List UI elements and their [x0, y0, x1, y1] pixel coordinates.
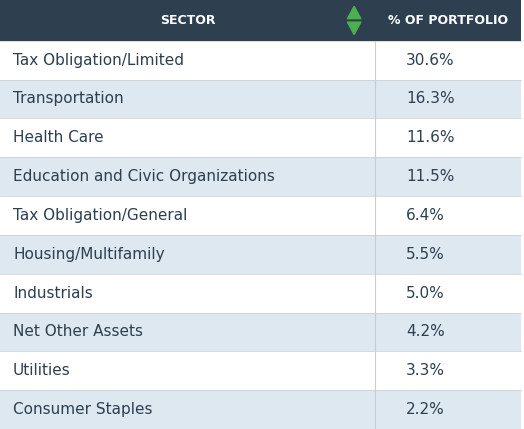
- Polygon shape: [347, 22, 361, 34]
- Text: % OF PORTFOLIO: % OF PORTFOLIO: [388, 14, 508, 27]
- Bar: [0, 312, 521, 351]
- Bar: [0, 390, 521, 429]
- Bar: [0, 235, 521, 274]
- Bar: [0, 0, 521, 41]
- Text: Tax Obligation/Limited: Tax Obligation/Limited: [13, 53, 184, 68]
- Polygon shape: [347, 6, 361, 18]
- Text: 4.2%: 4.2%: [406, 324, 445, 339]
- Text: 5.0%: 5.0%: [406, 286, 445, 301]
- Bar: [0, 118, 521, 157]
- Text: Industrials: Industrials: [13, 286, 93, 301]
- Text: 11.5%: 11.5%: [406, 169, 455, 184]
- Text: 30.6%: 30.6%: [406, 53, 455, 68]
- Bar: [0, 41, 521, 80]
- Text: 6.4%: 6.4%: [406, 208, 445, 223]
- Text: Education and Civic Organizations: Education and Civic Organizations: [13, 169, 275, 184]
- Text: Transportation: Transportation: [13, 91, 124, 106]
- Text: Housing/Multifamily: Housing/Multifamily: [13, 247, 165, 262]
- Bar: [0, 351, 521, 390]
- Text: Tax Obligation/General: Tax Obligation/General: [13, 208, 188, 223]
- Text: Utilities: Utilities: [13, 363, 71, 378]
- Text: Health Care: Health Care: [13, 130, 104, 145]
- Text: 2.2%: 2.2%: [406, 402, 445, 417]
- Text: 11.6%: 11.6%: [406, 130, 455, 145]
- Bar: [0, 274, 521, 312]
- Bar: [0, 80, 521, 118]
- Text: 3.3%: 3.3%: [406, 363, 445, 378]
- Text: Net Other Assets: Net Other Assets: [13, 324, 143, 339]
- Text: 5.5%: 5.5%: [406, 247, 445, 262]
- Text: SECTOR: SECTOR: [160, 14, 215, 27]
- Bar: [0, 157, 521, 196]
- Text: Consumer Staples: Consumer Staples: [13, 402, 152, 417]
- Text: 16.3%: 16.3%: [406, 91, 455, 106]
- Bar: [0, 196, 521, 235]
